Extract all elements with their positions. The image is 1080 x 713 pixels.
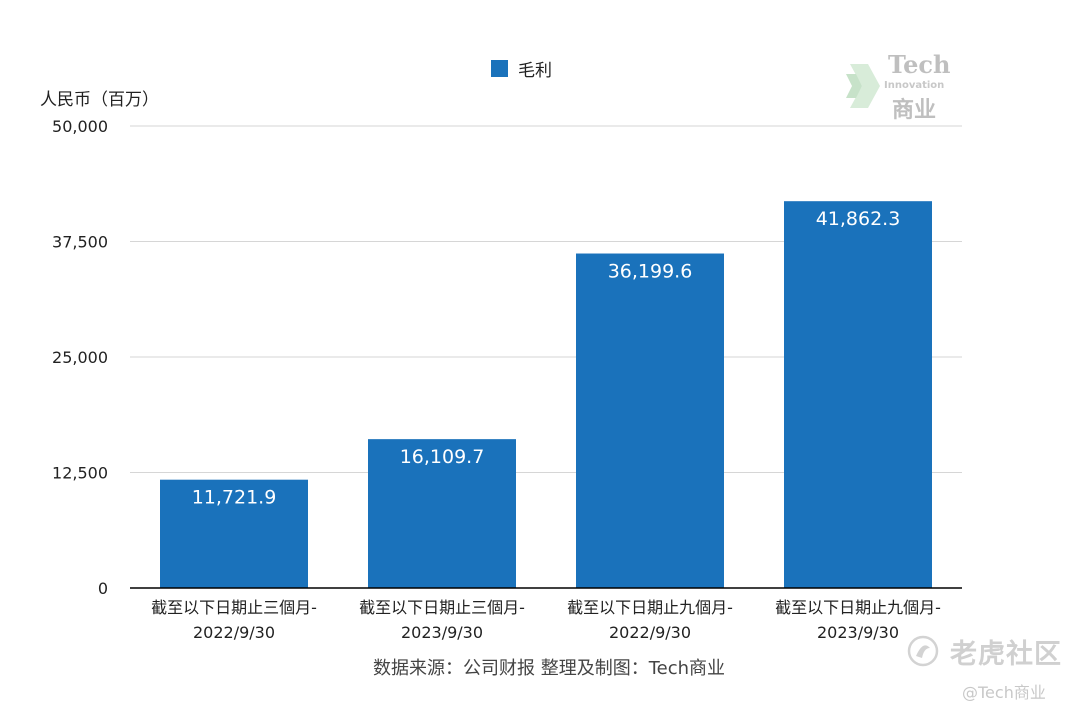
legend-swatch — [491, 59, 508, 77]
chevron-arrow-icon — [846, 64, 880, 108]
y-tick-label: 12,500 — [52, 464, 108, 483]
y-tick-label: 0 — [98, 579, 108, 598]
x-tick-label: 2023/9/30 — [817, 623, 899, 642]
source-note: 数据来源：公司财报 整理及制图：Tech商业 — [372, 658, 726, 679]
x-tick-label: 截至以下日期止三個月- — [151, 598, 317, 617]
logo-text-innovation: Innovation — [884, 80, 945, 91]
y-axis-label: 人民币（百万） — [40, 90, 159, 110]
x-tick-label: 截至以下日期止九個月- — [775, 598, 941, 617]
bar-value-label: 41,862.3 — [816, 208, 901, 230]
tech-business-logo: Tech Innovation 商业 — [846, 50, 958, 123]
logo-text-cn: 商业 — [892, 98, 937, 123]
tiger-community-icon — [907, 635, 939, 667]
x-tick-label: 截至以下日期止九個月- — [567, 598, 733, 617]
bar-value-label: 36,199.6 — [608, 261, 693, 283]
bar-value-label: 16,109.7 — [400, 446, 485, 468]
bar — [160, 479, 308, 588]
y-tick-label: 50,000 — [52, 117, 108, 136]
y-tick-label: 37,500 — [52, 233, 108, 252]
watermark-handle: @Tech商业 — [962, 683, 1046, 702]
bar — [368, 439, 516, 588]
bar — [576, 253, 724, 589]
x-tick-label: 2023/9/30 — [401, 623, 483, 642]
x-tick-label: 2022/9/30 — [609, 623, 691, 642]
bar — [784, 201, 932, 588]
x-tick-label: 截至以下日期止三個月- — [359, 598, 525, 617]
y-tick-label: 25,000 — [52, 348, 108, 367]
watermark-text: 老虎社区 — [950, 639, 1062, 670]
x-tick-label: 2022/9/30 — [193, 623, 275, 642]
bar-value-label: 11,721.9 — [192, 487, 277, 509]
legend-label: 毛利 — [518, 60, 552, 81]
chart-legend: 毛利 — [491, 57, 552, 81]
logo-text-tech: Tech — [888, 50, 951, 79]
